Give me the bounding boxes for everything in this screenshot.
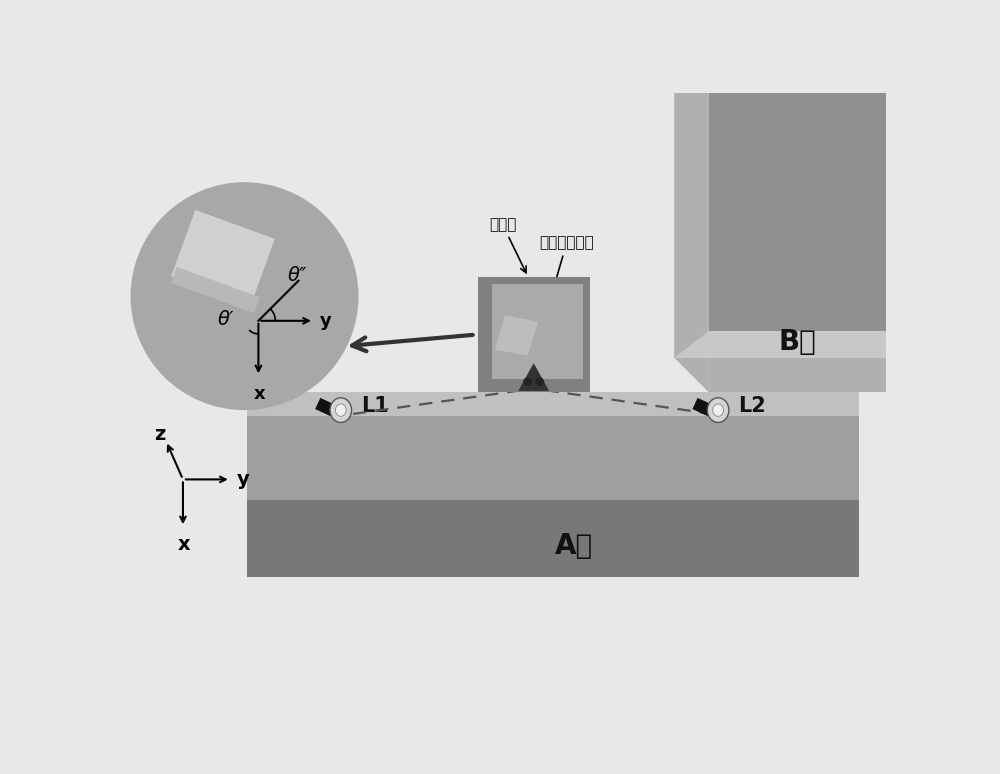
Polygon shape (315, 398, 336, 416)
Polygon shape (709, 93, 886, 392)
Polygon shape (171, 210, 275, 306)
Text: B楼: B楼 (779, 328, 816, 356)
Ellipse shape (707, 398, 729, 423)
Text: A楼: A楼 (555, 533, 593, 560)
Text: z: z (154, 425, 165, 444)
Polygon shape (674, 330, 886, 358)
Circle shape (131, 182, 358, 410)
Text: 介质板: 介质板 (489, 217, 526, 272)
Polygon shape (709, 330, 886, 392)
Ellipse shape (713, 404, 723, 416)
Text: x: x (254, 385, 266, 402)
Polygon shape (492, 284, 583, 378)
Polygon shape (478, 277, 590, 392)
Polygon shape (247, 392, 859, 416)
Text: θ″: θ″ (288, 265, 307, 285)
Polygon shape (674, 93, 709, 392)
Circle shape (536, 378, 544, 386)
Polygon shape (692, 398, 713, 416)
Text: L1: L1 (361, 396, 389, 416)
Text: 雷达吸波材料: 雷达吸波材料 (539, 235, 594, 321)
Polygon shape (518, 363, 549, 391)
Text: y: y (237, 470, 250, 489)
Text: θ′: θ′ (218, 310, 234, 329)
Circle shape (523, 378, 532, 386)
Polygon shape (171, 267, 260, 313)
Polygon shape (247, 416, 859, 500)
Polygon shape (247, 500, 859, 577)
Text: x: x (178, 535, 191, 554)
Text: L2: L2 (738, 396, 766, 416)
Polygon shape (495, 316, 538, 355)
Text: y: y (320, 312, 332, 330)
Ellipse shape (335, 404, 346, 416)
Ellipse shape (330, 398, 352, 423)
